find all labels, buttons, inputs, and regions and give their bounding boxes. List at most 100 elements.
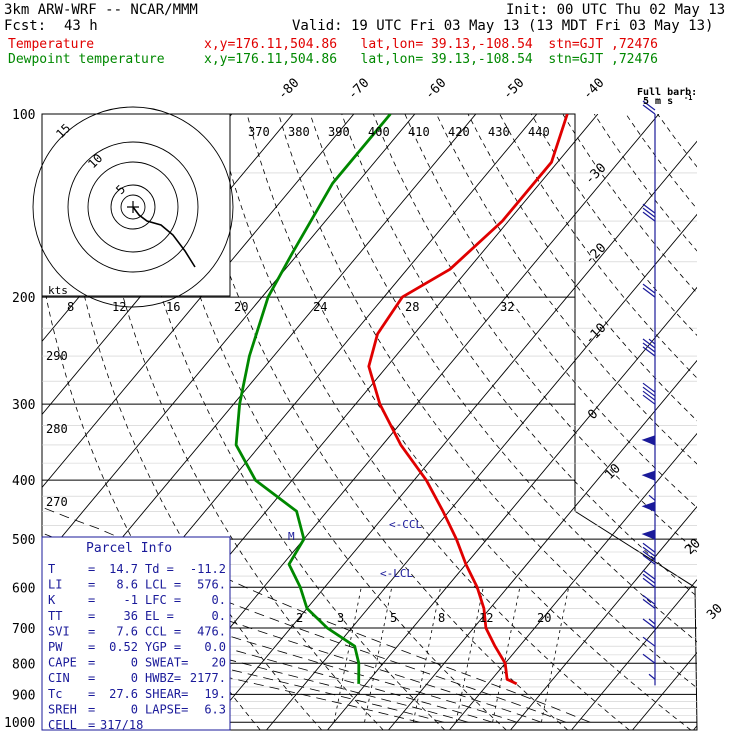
parcel-field-label: CELL — [48, 718, 77, 732]
wind-key-value: 5 m s — [643, 96, 673, 107]
isotherm-line — [693, 725, 697, 730]
theta-tick-label: 410 — [408, 125, 430, 139]
parcel-field-value: 27.6 — [109, 687, 138, 701]
parcel-field-label: CAPE — [48, 656, 77, 670]
mixing-ratio-tick-label: 12 — [479, 611, 493, 625]
wind-half-barb — [648, 673, 656, 680]
hodograph-scale-label: 8 — [67, 300, 74, 314]
hodograph-scale-label: 32 — [500, 300, 514, 314]
parcel-field-value: -1 — [124, 593, 138, 607]
theta-tick-label: 380 — [288, 125, 310, 139]
wind-half-barb — [648, 494, 656, 501]
pressure-tick-label: 100 — [12, 108, 35, 123]
mixing-ratio-line — [364, 587, 393, 723]
mixing-ratio-tick-label: 2 — [296, 611, 303, 625]
hodograph-box — [41, 113, 231, 297]
init-time: Init: 00 UTC Thu 02 May 13 — [506, 2, 726, 18]
parcel-field-eq: = — [88, 656, 95, 670]
temperature-legend-label: Temperature — [8, 37, 95, 52]
parcel-field-value: 0 — [131, 656, 138, 670]
hodograph-scale-label: 24 — [313, 300, 327, 314]
wind-pennant — [641, 470, 656, 481]
parcel-field-label-2: LFC = — [145, 593, 181, 607]
wind-barb — [642, 382, 656, 405]
temperature-legend-info: x,y=176.11,504.86 lat,lon= 39.13,-108.54… — [204, 37, 658, 52]
wind-key-exponent: -1 — [684, 94, 692, 102]
isotherm-line — [205, 140, 697, 730]
wind-barb — [642, 542, 656, 565]
wind-full-barb — [642, 342, 656, 353]
isotherm-line — [510, 505, 697, 730]
series-layer — [234, 114, 569, 686]
moist-adiabat-line — [42, 574, 518, 723]
hodograph-ring — [87, 161, 179, 253]
wind-full-barb — [642, 598, 656, 609]
parcel-field-label: LI — [48, 578, 62, 592]
wind-barb — [642, 653, 656, 664]
m-marker: M — [288, 530, 295, 543]
parcel-field-label-2: HWBZ= — [145, 671, 181, 685]
parcel-field-label-2: Td = — [145, 562, 174, 576]
parcel-info-box — [41, 536, 231, 731]
wind-barb — [642, 569, 656, 588]
dewpoint-legend-info: x,y=176.11,504.86 lat,lon= 39.13,-108.54… — [204, 52, 658, 67]
mixing-ratio-line — [333, 587, 362, 723]
isotherm-line — [266, 213, 697, 730]
parcel-field-value-2: 2177. — [190, 671, 226, 685]
parcel-field-label: PW — [48, 640, 63, 654]
isotherm-line — [42, 114, 355, 489]
isotherm-tick-label: 30 — [704, 601, 726, 623]
parcel-field-label-2: SHEAR= — [145, 687, 188, 701]
parcel-field-value: 0.52 — [109, 640, 138, 654]
dry-adiabat-tick-label: 270 — [46, 495, 68, 509]
wind-full-barb — [642, 550, 656, 561]
parcel-field-eq: = — [88, 578, 95, 592]
isotherm-line — [42, 114, 416, 562]
dry-adiabat-line — [151, 114, 507, 730]
parcel-field-value: 0 — [131, 671, 138, 685]
parcel-field-label-2: LAPSE= — [145, 702, 188, 716]
dry-adiabat-line — [278, 114, 697, 689]
isotherm-line — [388, 359, 697, 730]
moist-adiabat-line — [42, 634, 420, 723]
parcel-field-value-2: 20 — [212, 656, 226, 670]
mixing-ratio-line — [541, 587, 570, 723]
parcel-field-value-2: 19. — [204, 687, 226, 701]
pressure-tick-label: 400 — [12, 474, 35, 489]
wind-full-barb — [642, 554, 656, 565]
isotherm-tick-label: -30 — [582, 161, 609, 188]
parcel-field-label: SVI — [48, 624, 70, 638]
parcel-field-eq: = — [88, 702, 95, 716]
hodograph-ring — [32, 106, 234, 308]
parcel-field-value-2: 576. — [197, 578, 226, 592]
wind-full-barb — [642, 207, 656, 218]
mixing-ratio-tick-label: 8 — [438, 611, 445, 625]
parcel-field-eq: = — [88, 609, 95, 623]
wind-half-barb — [648, 338, 656, 345]
wind-full-barb — [642, 394, 656, 405]
wind-full-barb — [642, 653, 656, 664]
dry-adiabat-line — [309, 114, 697, 643]
dry-adiabat-line — [372, 114, 697, 553]
pressure-tick-label: 700 — [12, 622, 35, 637]
hodograph-speed-unit: kts — [48, 284, 68, 297]
wind-full-barb — [642, 577, 656, 588]
parcel-field-eq: = — [88, 562, 95, 576]
isotherm-tick-label: -20 — [582, 241, 609, 268]
parcel-field-value: 14.7 — [109, 562, 138, 576]
dewpoint-line — [234, 114, 392, 684]
dry-adiabat-tick-label: 290 — [46, 349, 68, 363]
dry-adiabat-line — [215, 114, 630, 730]
mixing-ratio-tick-label: 5 — [390, 611, 397, 625]
forecast-label: Fcst: — [4, 18, 47, 34]
parcel-field-label: T — [48, 562, 55, 576]
moist-adiabat-line — [42, 555, 542, 723]
pressure-tick-label: 1000 — [4, 716, 35, 731]
isotherm-line — [327, 286, 697, 730]
parcel-field-value: 7.6 — [116, 624, 138, 638]
hodograph-scale-label: 28 — [405, 300, 419, 314]
theta-tick-label: 390 — [328, 125, 350, 139]
parcel-field-label: SREH — [48, 702, 77, 716]
dry-adiabat-line — [499, 114, 697, 379]
dry-adiabat-line — [341, 114, 697, 597]
